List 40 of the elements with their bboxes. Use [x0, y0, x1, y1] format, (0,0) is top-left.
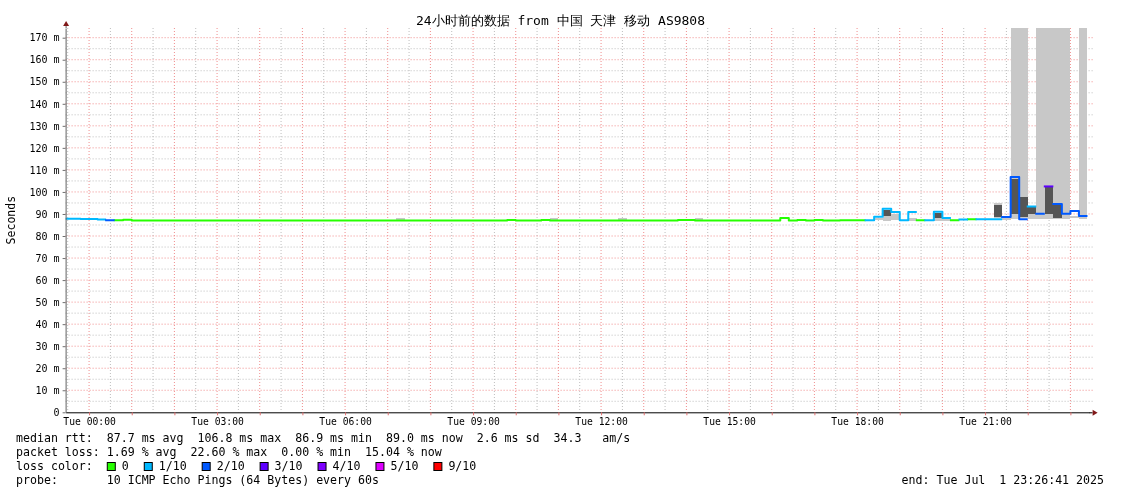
y-tick-label: 30 m	[35, 340, 60, 352]
text: median rtt: 87.7 ms avg 106.8 ms max 86.9 ms min 89.0 ms now 2.6 ms sd 34.3 am/s	[16, 431, 631, 445]
x-tick-label: Tue 21:00	[959, 416, 1012, 428]
legend-label: 9/10	[448, 459, 477, 473]
x-tick-label: Tue 15:00	[703, 416, 756, 428]
x-tick-label: Tue 18:00	[831, 416, 884, 428]
y-tick-label: 150 m	[29, 76, 60, 88]
legend-label: 4/10	[332, 459, 361, 473]
y-tick-label: 170 m	[29, 32, 60, 44]
y-tick-label: 20 m	[35, 362, 60, 374]
y-tick-label: 130 m	[29, 120, 60, 132]
y-tick-label: 110 m	[29, 164, 60, 176]
legend-label: 5/10	[390, 459, 419, 473]
chart-title: 24小时前的数据 from 中国 天津 移动 AS9808	[415, 13, 706, 28]
y-tick-label: 120 m	[29, 142, 60, 154]
x-tick-label: Tue 09:00	[447, 416, 500, 428]
y-axis-title: Seconds	[4, 195, 18, 245]
x-tick-label: Tue 12:00	[575, 416, 628, 428]
x-tick-label: Tue 06:00	[319, 416, 372, 428]
text: packet loss: 1.69 % avg 22.60 % max 0.00 % min 15.04 % now	[16, 445, 442, 459]
y-tick-label: 50 m	[35, 296, 60, 308]
y-tick-label: 80 m	[35, 230, 60, 242]
y-tick-label: 140 m	[29, 98, 60, 110]
y-tick-label: 100 m	[29, 186, 60, 198]
y-tick-label: 70 m	[35, 252, 60, 264]
text: end: Tue Jul 1 23:26:41 2025	[901, 473, 1105, 487]
legend-label: 3/10	[274, 459, 303, 473]
y-tick-label: 160 m	[29, 54, 60, 66]
y-tick-label: 60 m	[35, 274, 60, 286]
y-tick-label: 90 m	[35, 208, 60, 220]
y-tick-label: 40 m	[35, 318, 60, 330]
text: probe: 10 ICMP Echo Pings (64 Bytes) every 60s	[16, 473, 379, 487]
legend-label: 1/10	[158, 459, 187, 473]
x-tick-label: Tue 03:00	[191, 416, 244, 428]
legend-label: 2/10	[216, 459, 245, 473]
legend-title: loss color:	[16, 459, 93, 473]
y-tick-label: 10 m	[35, 384, 60, 396]
legend-label: 0	[121, 459, 129, 473]
y-tick-label: 0	[53, 407, 60, 418]
x-tick-label: Tue 00:00	[63, 416, 116, 428]
